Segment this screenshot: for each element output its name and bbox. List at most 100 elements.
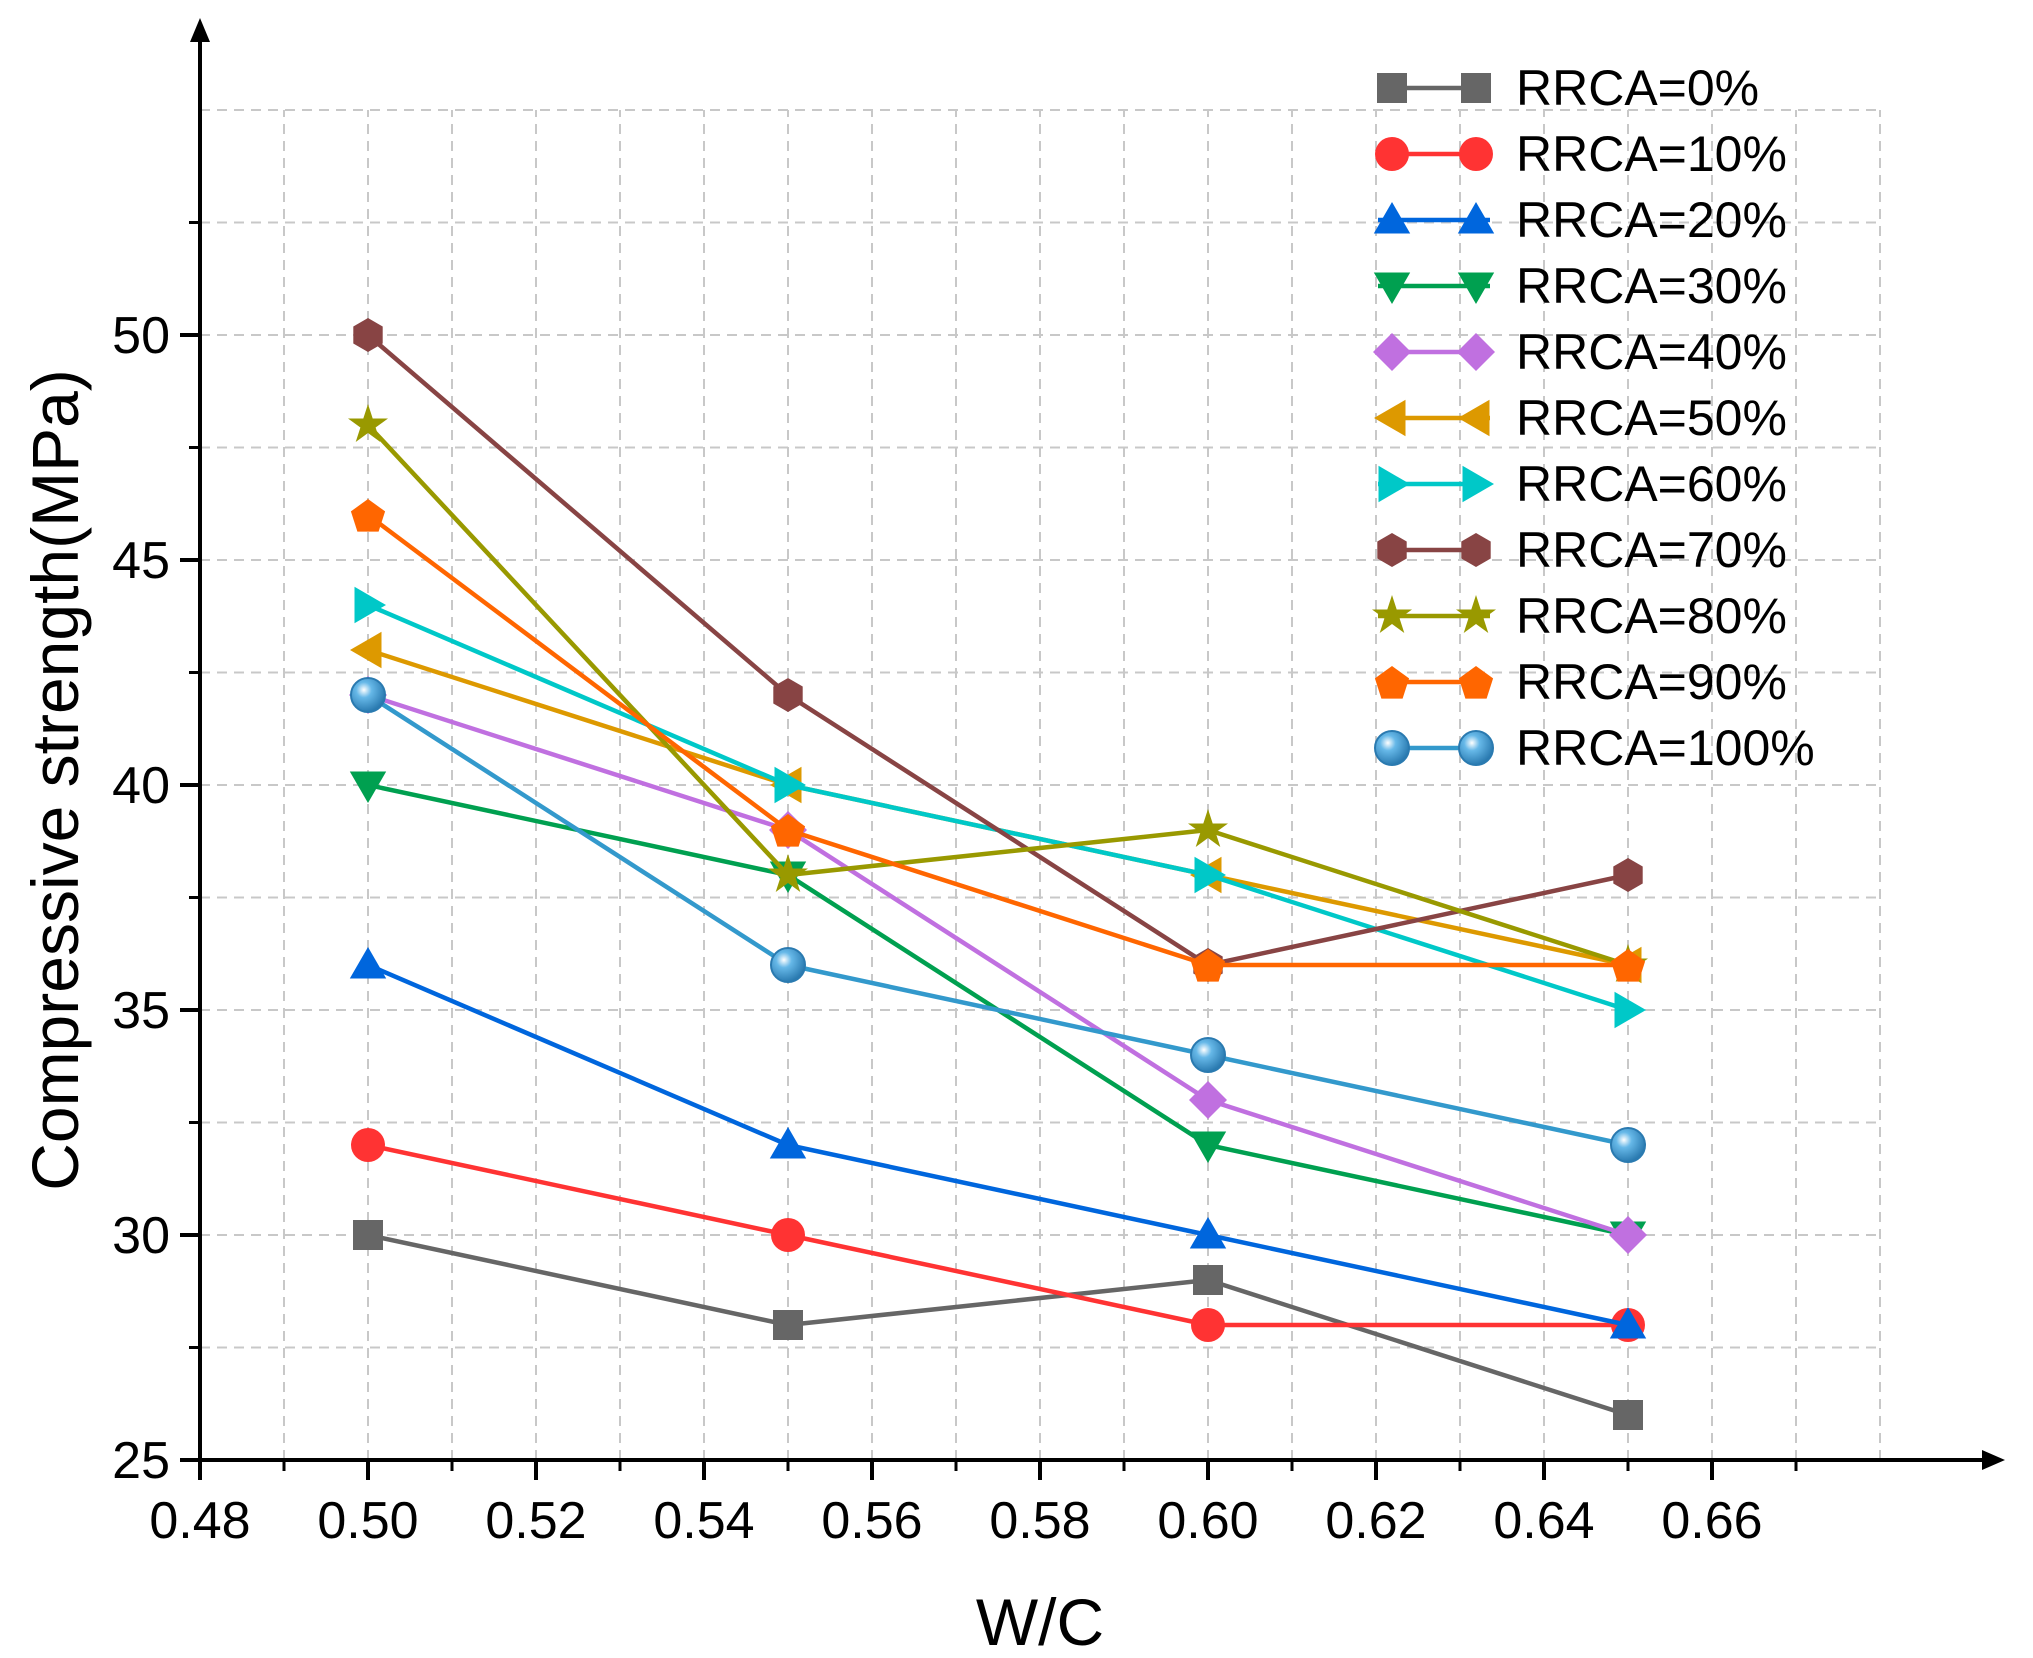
legend-marker (1374, 730, 1410, 766)
legend-entry: RRCA=70% (1377, 522, 1787, 578)
legend-marker (1377, 533, 1407, 567)
data-point (353, 1220, 383, 1250)
legend-marker (1375, 137, 1409, 171)
legend-label: RRCA=80% (1516, 588, 1787, 644)
series-line (366, 333, 1629, 968)
series-rrca-60- (354, 586, 1646, 1029)
legend-marker (1456, 595, 1496, 633)
series-rrca-90- (350, 499, 1646, 982)
data-point (1189, 1217, 1227, 1249)
legend-marker (1372, 595, 1412, 633)
legend-entry: RRCA=0% (1377, 60, 1759, 116)
axes (190, 18, 2005, 1470)
data-point (1190, 949, 1226, 982)
legend-marker (1377, 73, 1407, 103)
series-rrca-20- (349, 947, 1647, 1339)
y-axis-title: Compressive strength(MPa) (18, 369, 92, 1191)
data-point (350, 677, 386, 713)
data-point (1189, 1081, 1227, 1119)
legend-marker (1461, 73, 1491, 103)
series-line (367, 1232, 1629, 1418)
y-tick-label: 35 (112, 982, 170, 1040)
x-tick-label: 0.62 (1325, 1492, 1426, 1550)
data-point (353, 318, 383, 352)
data-point (1613, 858, 1643, 892)
x-axis-title: W/C (976, 1585, 1104, 1658)
legend-label: RRCA=50% (1516, 390, 1787, 446)
series-line (366, 513, 1628, 968)
data-point (350, 631, 382, 669)
data-point (769, 1127, 807, 1159)
x-tick-label: 0.48 (149, 1492, 250, 1550)
legend-marker (1373, 333, 1411, 371)
data-point (773, 1310, 803, 1340)
legend-entry: RRCA=10% (1375, 126, 1787, 182)
data-point (1188, 809, 1228, 847)
data-point (350, 499, 386, 532)
legend-entry: RRCA=90% (1374, 654, 1787, 710)
legend-label: RRCA=0% (1516, 60, 1759, 116)
legend-label: RRCA=40% (1516, 324, 1787, 380)
data-point (770, 947, 806, 983)
legend-label: RRCA=90% (1516, 654, 1787, 710)
legend-marker (1373, 202, 1411, 234)
series-line (367, 602, 1629, 1013)
data-point (1190, 1037, 1226, 1073)
series-line (366, 423, 1629, 968)
legend-label: RRCA=60% (1516, 456, 1787, 512)
x-tick-label: 0.52 (485, 1492, 586, 1550)
legend-label: RRCA=100% (1516, 720, 1815, 776)
series-rrca-0- (353, 1220, 1643, 1430)
legend-marker (1457, 202, 1495, 234)
x-tick-label: 0.64 (1493, 1492, 1594, 1550)
legend-marker (1461, 533, 1491, 567)
legend-marker (1378, 465, 1410, 503)
legend-marker (1459, 137, 1493, 171)
data-point (354, 586, 386, 624)
series-line (366, 693, 1629, 1148)
legend-marker (1462, 465, 1494, 503)
legend-marker (1374, 666, 1410, 699)
data-point (349, 771, 387, 803)
y-tick-label: 40 (112, 757, 170, 815)
x-tick-label: 0.56 (821, 1492, 922, 1550)
legend-label: RRCA=10% (1516, 126, 1787, 182)
grid (200, 109, 1881, 1460)
data-point (771, 1218, 805, 1252)
x-tick-label: 0.54 (653, 1492, 754, 1550)
legend-entry: RRCA=20% (1373, 192, 1787, 248)
legend-entry: RRCA=40% (1373, 324, 1787, 380)
data-point (1614, 991, 1646, 1029)
legend-label: RRCA=30% (1516, 258, 1787, 314)
data-point (348, 404, 388, 442)
legend-marker (1373, 272, 1411, 304)
data-point (349, 947, 387, 979)
legend-marker (1458, 730, 1494, 766)
y-tick-label: 30 (112, 1207, 170, 1265)
series-line (367, 692, 1629, 1238)
data-point (1193, 1265, 1223, 1295)
legend-entry: RRCA=60% (1378, 456, 1787, 512)
data-point (773, 678, 803, 712)
legend-marker (1458, 399, 1490, 437)
data-point (774, 766, 806, 804)
x-axis-arrow (1982, 1450, 2005, 1470)
legend-marker (1457, 272, 1495, 304)
data-point (1189, 1131, 1227, 1163)
legend-label: RRCA=20% (1516, 192, 1787, 248)
data-point (1194, 856, 1226, 894)
legend: RRCA=0% RRCA=10% RRCA=20% RRCA=30% RRCA=40% R… (1372, 60, 1815, 776)
x-tick-label: 0.58 (989, 1492, 1090, 1550)
y-tick-label: 25 (112, 1432, 170, 1490)
y-axis-arrow (190, 18, 210, 42)
data-point (1613, 1400, 1643, 1430)
series-line (367, 962, 1629, 1328)
legend-entry: RRCA=80% (1372, 588, 1787, 644)
legend-marker (1458, 666, 1494, 699)
data-point (768, 854, 808, 892)
data-point (1610, 1127, 1646, 1163)
ticks: 0.48 0.50 0.52 0.54 0.56 0.58 0.60 0.62 0.64 0.66… (112, 221, 1798, 1550)
data-point (351, 1128, 385, 1162)
legend-entry: RRCA=30% (1373, 258, 1787, 314)
y-tick-label: 45 (112, 532, 170, 590)
